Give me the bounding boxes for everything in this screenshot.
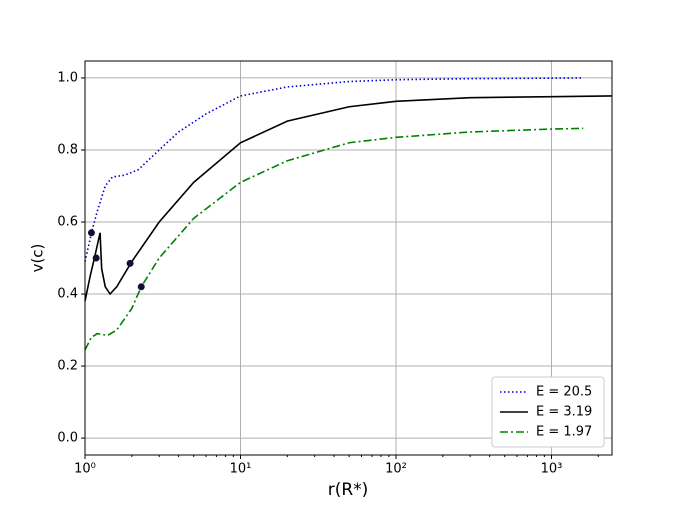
y-tick-label: 0.0 (57, 431, 78, 446)
legend-label: E = 1.97 (536, 425, 592, 440)
x-axis-label: r(R*) (328, 480, 369, 500)
critical-point (137, 283, 145, 291)
legend-label: E = 20.5 (536, 385, 592, 400)
y-tick-label: 1.0 (57, 70, 78, 85)
critical-point (87, 229, 95, 237)
x-tick-label: 10¹ (230, 462, 252, 477)
x-tick-label: 10⁰ (74, 462, 96, 477)
series-line (84, 95, 613, 302)
series-line (84, 77, 584, 262)
y-tick-label: 0.8 (57, 142, 78, 157)
y-axis-label: v(c) (29, 244, 47, 273)
legend-box (491, 376, 605, 448)
y-tick-label: 0.2 (57, 359, 78, 374)
y-tick-label: 0.4 (57, 287, 78, 302)
legend-label: E = 3.19 (536, 405, 592, 420)
series-line (84, 127, 584, 351)
critical-point (126, 259, 134, 267)
x-tick-label: 10² (385, 462, 407, 477)
y-tick-label: 0.6 (57, 214, 78, 229)
x-tick-label: 10³ (541, 462, 563, 477)
critical-point (92, 254, 100, 262)
plot-frame (84, 60, 613, 456)
